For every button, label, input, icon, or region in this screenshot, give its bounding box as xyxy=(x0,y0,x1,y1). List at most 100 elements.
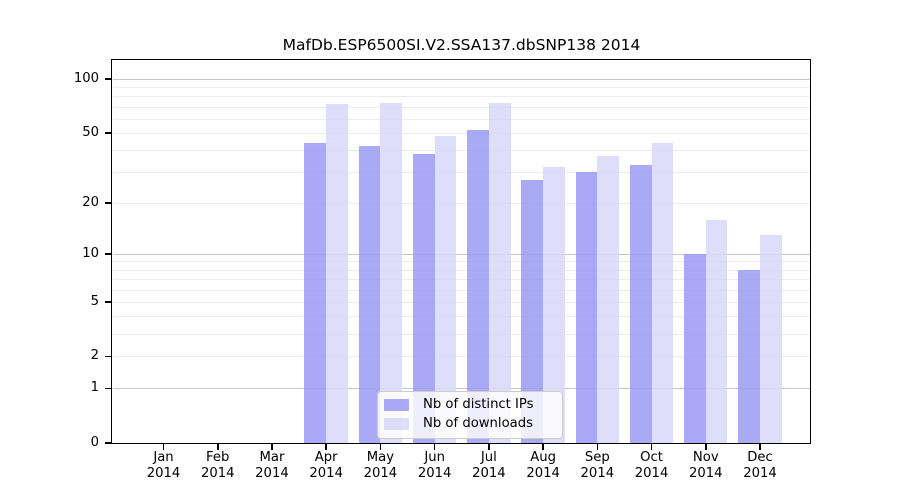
x-tick-label-month: Sep xyxy=(584,450,610,465)
gridline-minor xyxy=(113,301,810,303)
y-tick-label-20: 20 xyxy=(82,194,99,210)
bar-jun-downloads xyxy=(434,136,457,443)
gridline-minor xyxy=(113,316,810,318)
x-tick-aug xyxy=(542,443,544,450)
legend-item-distinct-ips: Nb of distinct IPs xyxy=(384,398,552,412)
bar-oct-distinct-ips xyxy=(629,164,652,443)
x-tick-label-year: 2014 xyxy=(634,466,669,481)
x-tick-mar xyxy=(271,443,273,450)
y-tick-0 xyxy=(105,442,112,444)
gridline-minor xyxy=(113,87,810,89)
x-tick-label-month: Jul xyxy=(480,450,497,465)
y-tick-label-1: 1 xyxy=(90,380,99,396)
x-tick-label-year: 2014 xyxy=(417,466,452,481)
x-tick-feb xyxy=(216,443,219,450)
x-tick-dec xyxy=(759,443,761,450)
y-tick-100 xyxy=(105,78,112,80)
x-tick-nov xyxy=(705,443,707,450)
x-tick-label-jun: Jun 2014 xyxy=(405,450,465,482)
bar-apr-distinct-ips xyxy=(304,142,327,443)
x-tick-label-year: 2014 xyxy=(743,466,777,481)
bar-may-downloads xyxy=(380,102,403,443)
gridline-major xyxy=(113,253,810,255)
x-tick-label-year: 2014 xyxy=(255,466,289,481)
bar-apr-downloads xyxy=(326,103,348,443)
y-tick-label-100: 100 xyxy=(73,71,99,87)
y-tick-label-10: 10 xyxy=(82,245,99,261)
x-tick-sep xyxy=(596,443,599,450)
x-tick-label-oct: Oct 2014 xyxy=(622,450,682,482)
y-tick-label-0: 0 xyxy=(90,435,99,450)
legend-swatch-distinct-ips-icon xyxy=(384,399,409,411)
gridline-minor xyxy=(113,289,810,291)
gridline-minor xyxy=(113,150,810,152)
x-tick-oct xyxy=(650,443,653,450)
x-tick-label-month: Jan xyxy=(153,450,174,465)
legend-item-downloads: Nb of downloads xyxy=(384,417,552,431)
gridline-minor xyxy=(113,356,810,358)
x-tick-label-nov: Nov 2014 xyxy=(676,450,736,482)
x-tick-label-may: May 2014 xyxy=(350,450,410,482)
x-tick-label-year: 2014 xyxy=(526,466,560,481)
gridline-major xyxy=(113,79,810,81)
gridline-minor xyxy=(113,261,810,263)
y-tick-50 xyxy=(105,132,112,134)
x-tick-label-month: Jun xyxy=(424,450,445,465)
x-tick-label-year: 2014 xyxy=(580,466,615,481)
x-tick-label-jan: Jan 2014 xyxy=(134,450,194,482)
bar-aug-downloads xyxy=(543,167,565,443)
x-tick-label-year: 2014 xyxy=(200,466,235,481)
x-tick-label-year: 2014 xyxy=(309,466,343,481)
bar-sep-distinct-ips xyxy=(575,172,598,443)
legend-label-downloads: Nb of downloads xyxy=(423,416,533,431)
x-tick-label-apr: Apr 2014 xyxy=(296,450,356,482)
gridline-minor xyxy=(113,132,810,134)
x-tick-apr xyxy=(325,443,327,450)
gridline-major xyxy=(113,388,810,390)
x-tick-jan xyxy=(162,443,165,450)
x-tick-label-year: 2014 xyxy=(363,466,398,481)
y-tick-1 xyxy=(105,387,112,390)
x-tick-label-month: Apr xyxy=(314,450,338,465)
bar-jul-downloads xyxy=(488,102,511,443)
bar-oct-downloads xyxy=(651,142,674,443)
gridline-minor xyxy=(113,333,810,335)
bar-sep-downloads xyxy=(597,156,620,443)
x-tick-jun xyxy=(433,443,436,450)
y-tick-label-2: 2 xyxy=(90,348,99,364)
bar-jun-distinct-ips xyxy=(412,154,435,443)
y-tick-10 xyxy=(105,253,112,255)
x-tick-label-sep: Sep 2014 xyxy=(567,450,627,482)
x-tick-may xyxy=(379,443,382,450)
x-tick-jul xyxy=(488,443,490,450)
legend: Nb of distinct IPs Nb of downloads xyxy=(377,391,563,439)
y-tick-20 xyxy=(105,202,112,204)
y-tick-label-5: 5 xyxy=(90,293,99,309)
y-tick-5 xyxy=(105,300,112,303)
x-tick-label-month: Oct xyxy=(640,450,663,465)
y-tick-2 xyxy=(105,355,112,358)
y-tick-label-50: 50 xyxy=(82,124,99,140)
gridline-minor xyxy=(113,106,810,108)
x-tick-label-month: Nov xyxy=(692,450,719,465)
plot-area: Nb of distinct IPs Nb of downloads xyxy=(113,61,810,443)
x-tick-label-month: Feb xyxy=(206,450,230,465)
gridline-minor xyxy=(113,202,810,204)
bar-aug-distinct-ips xyxy=(521,180,544,443)
bar-may-distinct-ips xyxy=(358,146,381,443)
gridline-minor xyxy=(113,96,810,98)
x-tick-label-jul: Jul 2014 xyxy=(459,450,519,482)
chart-title: MafDb.ESP6500SI.V2.SSA137.dbSNP138 2014 xyxy=(282,36,641,54)
x-tick-label-month: Dec xyxy=(747,450,773,465)
gridline-minor xyxy=(113,118,810,120)
legend-swatch-downloads-icon xyxy=(384,418,409,430)
x-tick-label-aug: Aug 2014 xyxy=(513,450,573,482)
x-tick-label-dec: Dec 2014 xyxy=(730,450,790,482)
x-tick-label-month: May xyxy=(366,450,395,465)
gridline-minor xyxy=(113,269,810,271)
x-tick-label-month: Aug xyxy=(530,450,556,465)
gridline-minor xyxy=(113,279,810,281)
bar-nov-distinct-ips xyxy=(684,253,706,443)
legend-label-distinct-ips: Nb of distinct IPs xyxy=(423,397,534,412)
